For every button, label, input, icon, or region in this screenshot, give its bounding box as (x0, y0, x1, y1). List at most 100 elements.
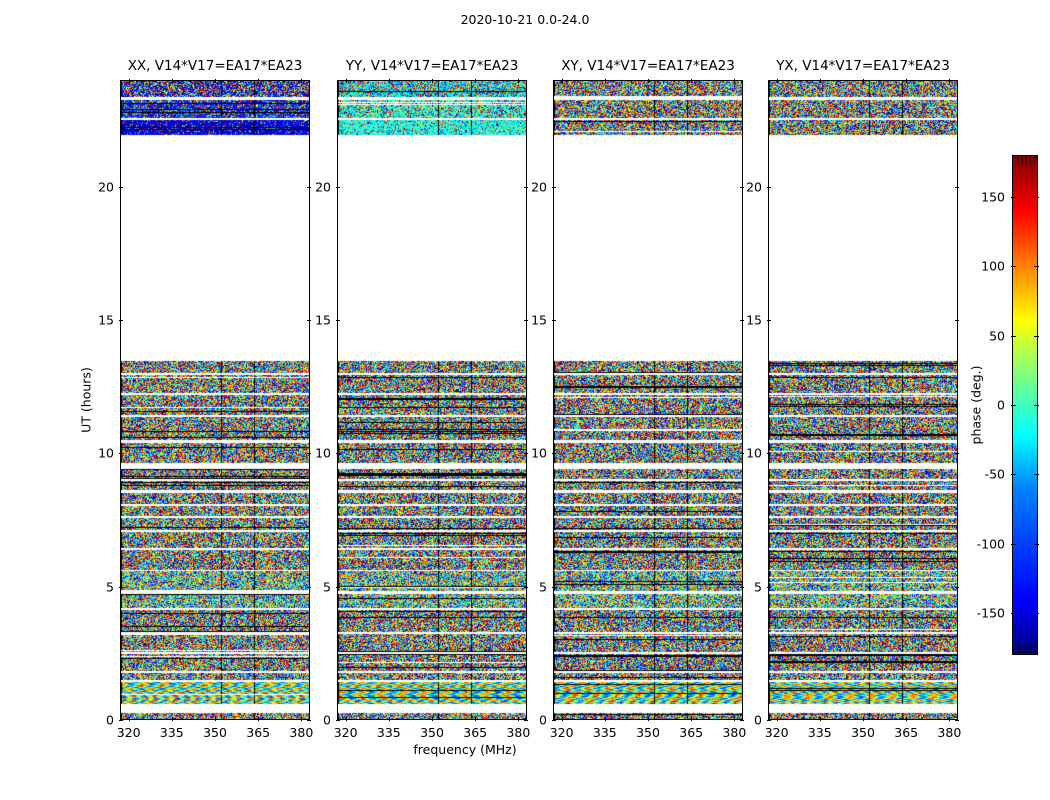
panel-xy: XY, V14*V17=EA17*EA23 320 335 350 365 380 0 5 10… (531, 58, 746, 740)
y-tick-right (307, 586, 311, 588)
y-tick-right (524, 186, 528, 188)
colorbar-tick-left (1011, 335, 1016, 337)
x-tick-label: 350 (203, 725, 227, 740)
colorbar-tick (1034, 474, 1039, 476)
panel-title-yx: YX, V14*V17=EA17*EA23 (776, 58, 950, 74)
x-tick-top (475, 79, 477, 83)
y-tick (119, 186, 123, 188)
x-tick-top (518, 79, 520, 83)
y-tick-right (307, 186, 311, 188)
y-tick-right (740, 720, 744, 721)
y-tick (552, 320, 556, 321)
y-tick-right (955, 586, 959, 588)
y-tick-right (524, 453, 528, 455)
x-tick-top (734, 79, 736, 83)
colorbar-tick-label: -50 (984, 466, 1005, 482)
x-tick-label: 380 (937, 725, 962, 740)
x-tick-top (648, 79, 649, 83)
colorbar-tick-label: 50 (989, 328, 1005, 344)
x-tick-label: 335 (807, 725, 832, 740)
x-tick (518, 717, 520, 721)
y-tick (552, 186, 556, 188)
y-tick-right (955, 320, 959, 321)
x-tick-top (949, 79, 951, 83)
y-tick (767, 320, 771, 321)
y-tick-label: 20 (746, 179, 762, 195)
axes-xy[interactable] (553, 80, 743, 720)
x-tick-label: 320 (116, 725, 141, 740)
axes-yx[interactable] (768, 80, 958, 720)
x-tick-label: 335 (376, 725, 401, 740)
colorbar-tick-label: -100 (976, 536, 1005, 552)
x-tick (215, 717, 216, 721)
x-tick (345, 717, 347, 721)
y-tick-right (524, 720, 528, 721)
x-tick-label: 320 (333, 725, 358, 740)
x-tick-top (819, 79, 821, 83)
x-tick-label: 320 (764, 725, 789, 740)
y-tick-right (740, 453, 744, 455)
x-tick (734, 717, 736, 721)
panel-yx: YX, V14*V17=EA17*EA23 320 335 350 365 380 0 5 10… (746, 58, 961, 740)
y-tick-label: 15 (98, 312, 114, 328)
y-tick-label: 10 (531, 445, 547, 461)
x-tick-label: 320 (549, 725, 574, 740)
y-tick (119, 320, 123, 321)
x-tick-top (128, 79, 130, 83)
colorbar-tick (1034, 196, 1039, 198)
x-tick (388, 717, 390, 721)
y-tick-right (955, 453, 959, 455)
colorbar-tick (1034, 405, 1039, 406)
x-tick (776, 717, 778, 721)
y-tick-right (740, 586, 744, 588)
colorbar-tick-label: 150 (981, 189, 1005, 205)
axes-xx[interactable] (120, 80, 310, 720)
x-tick (258, 717, 260, 721)
x-tick-top (301, 79, 303, 83)
x-tick-label: 365 (463, 725, 488, 740)
dynamic-spectrum-yy (338, 81, 526, 719)
y-tick-label: 20 (315, 179, 331, 195)
y-tick (336, 720, 340, 721)
panel-title-xy: XY, V14*V17=EA17*EA23 (561, 58, 735, 74)
y-tick-label: 5 (754, 579, 762, 595)
y-tick (119, 453, 123, 455)
x-tick-label: 350 (636, 725, 660, 740)
y-tick (336, 320, 340, 321)
x-tick-label: 365 (679, 725, 704, 740)
colorbar-tick-left (1011, 613, 1016, 615)
dynamic-spectrum-xx (121, 81, 309, 719)
dynamic-spectrum-xy (554, 81, 742, 719)
axes-yy[interactable] (337, 80, 527, 720)
x-tick-label: 350 (420, 725, 444, 740)
panel-title-yy: YY, V14*V17=EA17*EA23 (345, 58, 519, 74)
x-tick (128, 717, 130, 721)
y-tick-right (740, 320, 744, 321)
x-tick-label: 380 (289, 725, 314, 740)
x-tick-label: 365 (246, 725, 271, 740)
x-tick (561, 717, 563, 721)
x-tick-top (776, 79, 778, 83)
panel-xx: XX, V14*V17=EA17*EA23 320 335 350 365 380 0 5 10… (98, 58, 313, 740)
x-tick-label: 350 (851, 725, 875, 740)
colorbar[interactable]: -150 -100 -50 0 50 100 150 (977, 155, 1039, 655)
colorbar-tick-label: 100 (981, 258, 1005, 274)
x-tick (171, 717, 173, 721)
x-tick (475, 717, 477, 721)
y-tick (336, 453, 340, 455)
figure-suptitle: 2020-10-21 0.0-24.0 (460, 12, 590, 27)
y-tick (767, 453, 771, 455)
x-tick (432, 717, 433, 721)
x-tick-label: 380 (722, 725, 747, 740)
x-tick (604, 717, 606, 721)
x-tick (819, 717, 821, 721)
y-tick-right (307, 320, 311, 321)
colorbar-tick-left (1011, 196, 1016, 198)
x-axis-label: frequency (MHz) (413, 742, 517, 757)
dynamic-spectrum-yx (769, 81, 957, 719)
x-tick-top (171, 79, 173, 83)
y-tick (552, 720, 556, 721)
x-tick-top (432, 79, 433, 83)
y-tick (119, 720, 123, 721)
colorbar-tick-left (1011, 474, 1016, 476)
